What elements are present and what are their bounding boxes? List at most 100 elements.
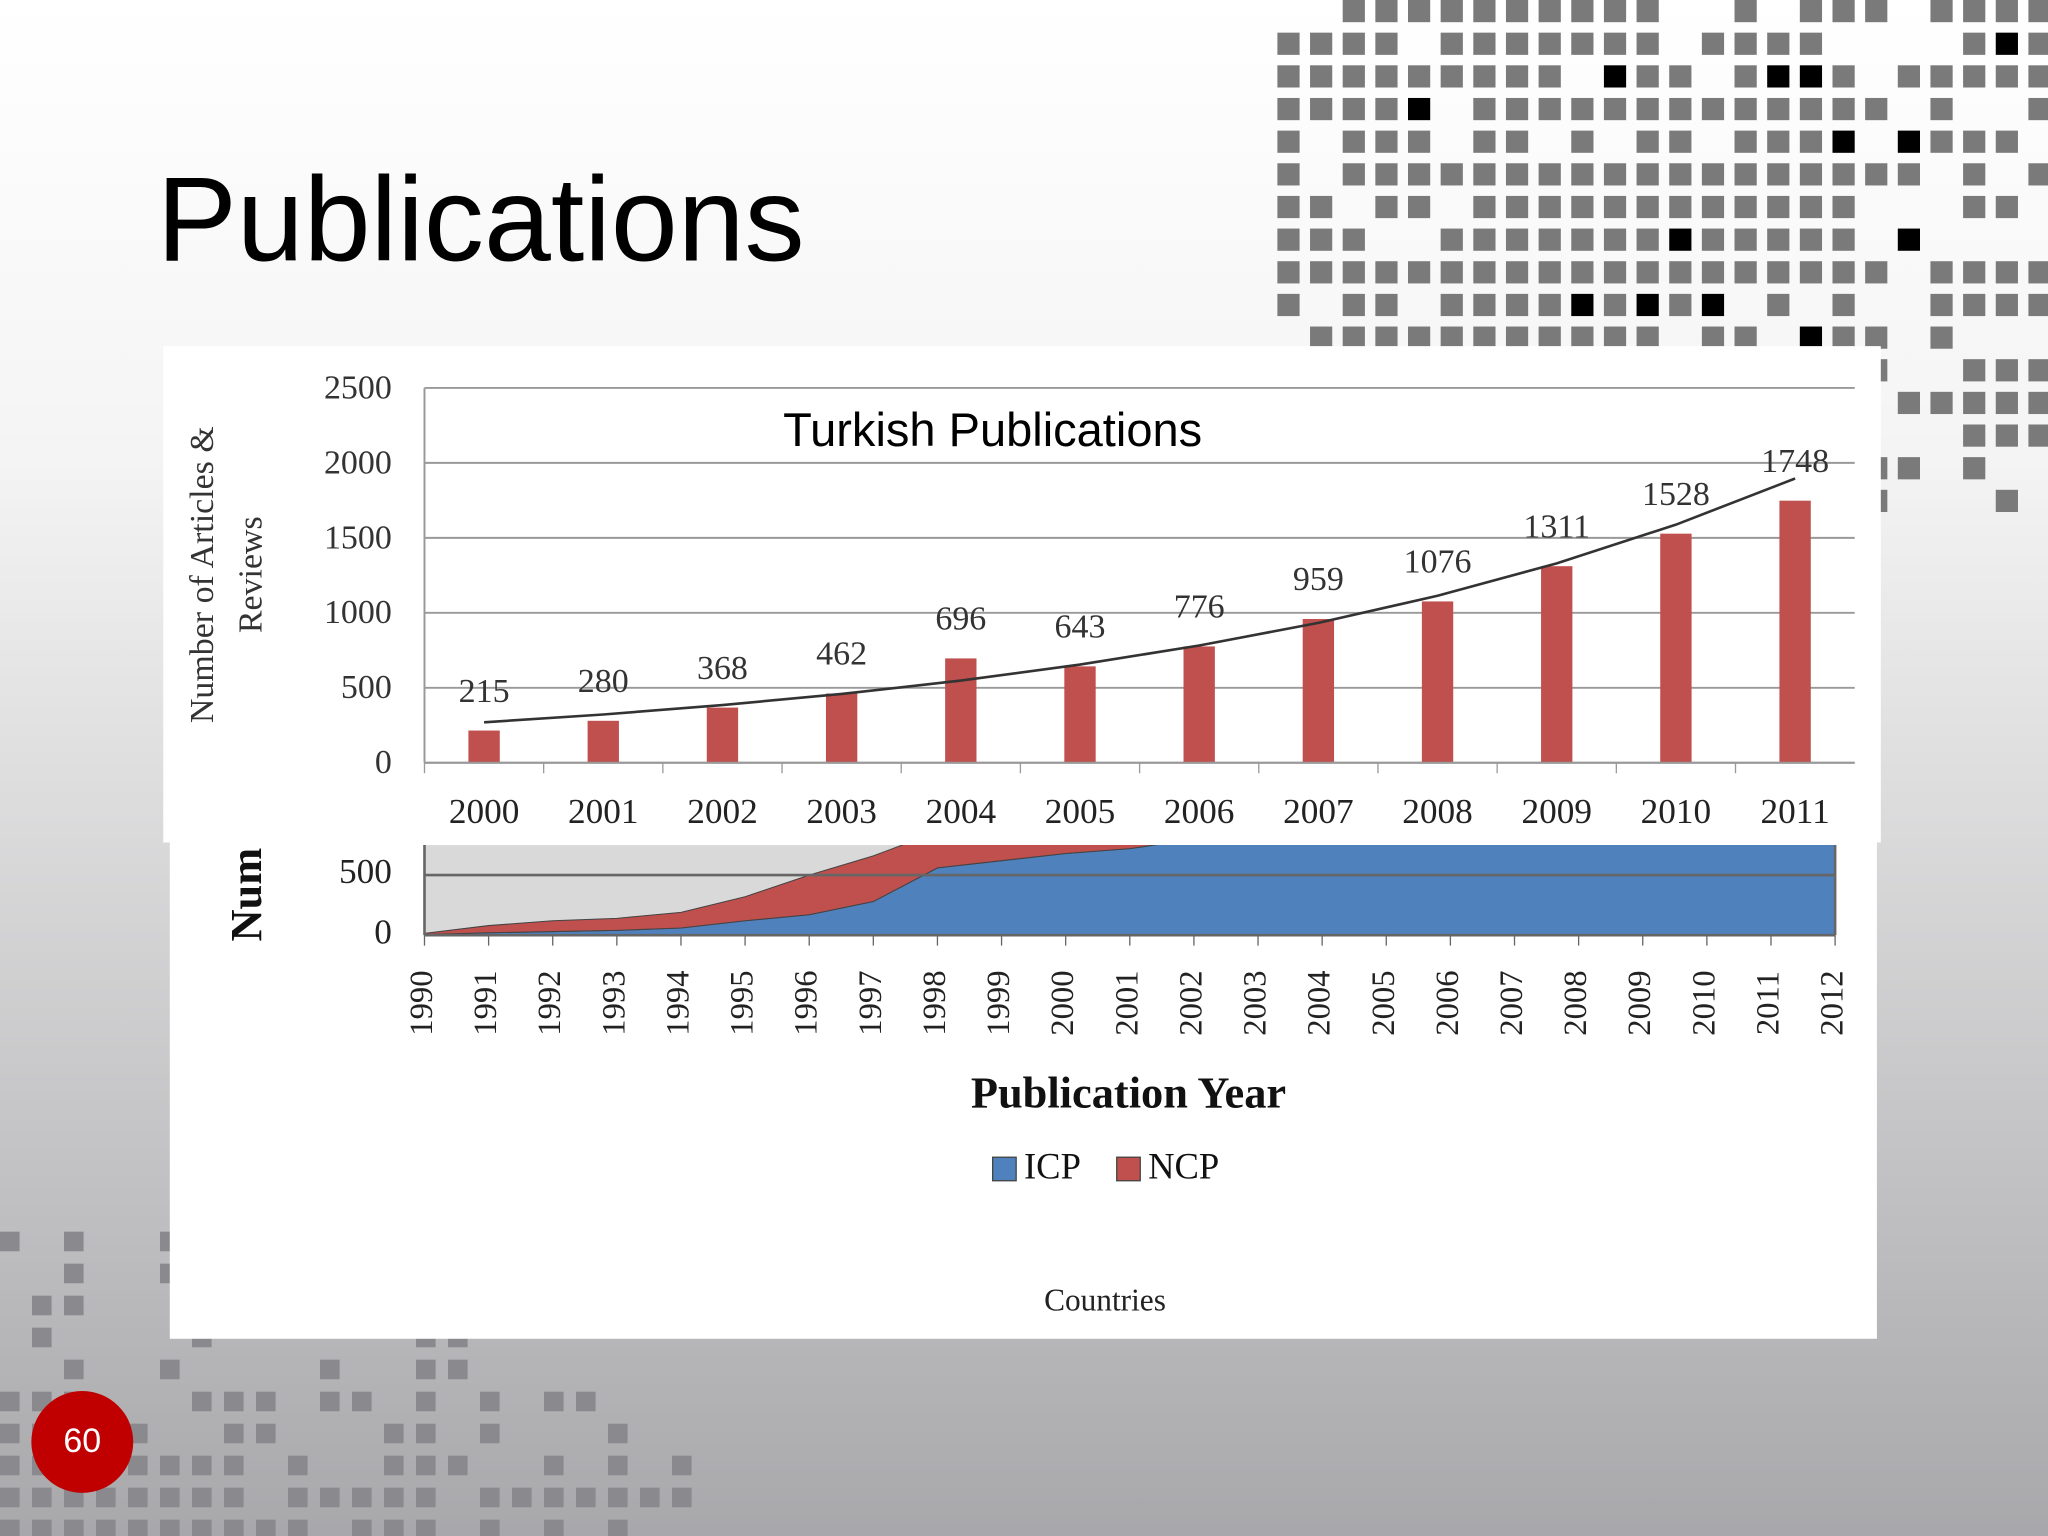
deco-square <box>1440 261 1463 284</box>
deco-square <box>1440 65 1463 88</box>
deco-square <box>416 1423 436 1444</box>
deco-square <box>1505 32 1529 55</box>
data-label: 215 <box>459 673 510 710</box>
x-tick-label: 2004 <box>926 792 997 831</box>
deco-square <box>1767 261 1790 284</box>
deco-square <box>1636 261 1659 284</box>
deco-square <box>1505 261 1529 284</box>
deco-square <box>1342 228 1365 251</box>
deco-square <box>416 1487 436 1508</box>
deco-square <box>1930 97 1953 121</box>
deco-square <box>1408 97 1431 121</box>
deco-square <box>1734 261 1757 284</box>
deco-square <box>1963 424 1986 447</box>
fragment-label: Countries <box>1044 1283 1166 1318</box>
deco-square <box>1734 195 1757 219</box>
deco-square <box>448 1359 468 1380</box>
deco-square <box>1310 97 1333 121</box>
x-tick-label: 2003 <box>1238 970 1274 1035</box>
deco-square <box>1799 32 1823 55</box>
y-tick-label: 2500 <box>324 369 392 406</box>
y-tick-label: 1000 <box>324 594 392 631</box>
x-tick-label: 2002 <box>687 792 758 831</box>
deco-square <box>672 1487 692 1508</box>
deco-square <box>1832 326 1855 349</box>
deco-square <box>1897 163 1920 186</box>
legend-swatch <box>991 1156 1017 1182</box>
deco-square <box>1375 130 1398 153</box>
deco-square <box>1473 163 1496 186</box>
deco-square <box>1995 32 2018 55</box>
x-tick-label: 2011 <box>1761 792 1830 831</box>
deco-square <box>1799 130 1823 153</box>
deco-square <box>160 1519 180 1536</box>
deco-square <box>544 1487 564 1508</box>
deco-square <box>448 1455 468 1476</box>
deco-square <box>1408 326 1431 349</box>
deco-square <box>1995 261 2018 284</box>
y-axis-label: Number of Articles & Reviews <box>184 426 269 723</box>
deco-square <box>224 1455 244 1476</box>
data-label: 1076 <box>1404 544 1472 581</box>
deco-square <box>1995 195 2018 219</box>
deco-square <box>1473 228 1496 251</box>
x-tick-label: 1993 <box>596 970 632 1035</box>
deco-square <box>1473 130 1496 153</box>
deco-square <box>1342 32 1365 55</box>
deco-square <box>1767 130 1790 153</box>
deco-square <box>128 1487 148 1508</box>
deco-square <box>1473 97 1496 121</box>
bar-chart: 0 500 1000 1500 2000 2500 Number of Articles &… <box>184 369 1855 831</box>
deco-square <box>32 1327 52 1348</box>
bar <box>468 730 500 763</box>
deco-square <box>608 1423 628 1444</box>
deco-square <box>1832 293 1855 317</box>
deco-square <box>1636 293 1659 317</box>
deco-square <box>1995 424 2018 447</box>
deco-square <box>352 1519 372 1536</box>
deco-square <box>1636 97 1659 121</box>
deco-square <box>1408 65 1431 88</box>
deco-square <box>1669 293 1692 317</box>
deco-square <box>1538 97 1561 121</box>
deco-square <box>1636 195 1659 219</box>
x-tick-label: 2009 <box>1521 792 1592 831</box>
deco-square <box>1734 130 1757 153</box>
deco-square <box>1603 65 1627 88</box>
deco-square <box>1440 0 1463 23</box>
deco-square <box>0 1455 20 1476</box>
deco-square <box>1603 261 1627 284</box>
x-tick-label: 1995 <box>725 970 761 1035</box>
deco-square <box>1505 97 1529 121</box>
deco-square <box>1505 65 1529 88</box>
deco-square <box>1669 163 1692 186</box>
deco-square <box>1636 163 1659 186</box>
deco-square <box>1473 326 1496 349</box>
y-tick-label: 500 <box>341 669 392 706</box>
deco-square <box>0 1519 20 1536</box>
deco-square <box>1277 163 1300 186</box>
deco-square <box>1963 391 1986 415</box>
deco-square <box>1342 65 1365 88</box>
deco-square <box>544 1391 564 1412</box>
deco-square <box>64 1231 84 1252</box>
deco-square <box>1995 130 2018 153</box>
deco-square <box>1375 261 1398 284</box>
deco-square <box>1963 359 1986 382</box>
deco-square <box>544 1455 564 1476</box>
x-tick-label: 2007 <box>1283 792 1354 831</box>
deco-square <box>1375 0 1398 23</box>
deco-square <box>1310 195 1333 219</box>
deco-square <box>1603 0 1627 23</box>
deco-square <box>416 1391 436 1412</box>
deco-square <box>1832 97 1855 121</box>
y-tick-label: 500 <box>339 852 392 891</box>
deco-square <box>1440 293 1463 317</box>
y-axis-label: Num <box>221 848 271 942</box>
deco-square <box>1603 163 1627 186</box>
deco-square <box>1995 489 2018 512</box>
deco-square <box>352 1487 372 1508</box>
deco-square <box>64 1359 84 1380</box>
deco-square <box>1310 261 1333 284</box>
